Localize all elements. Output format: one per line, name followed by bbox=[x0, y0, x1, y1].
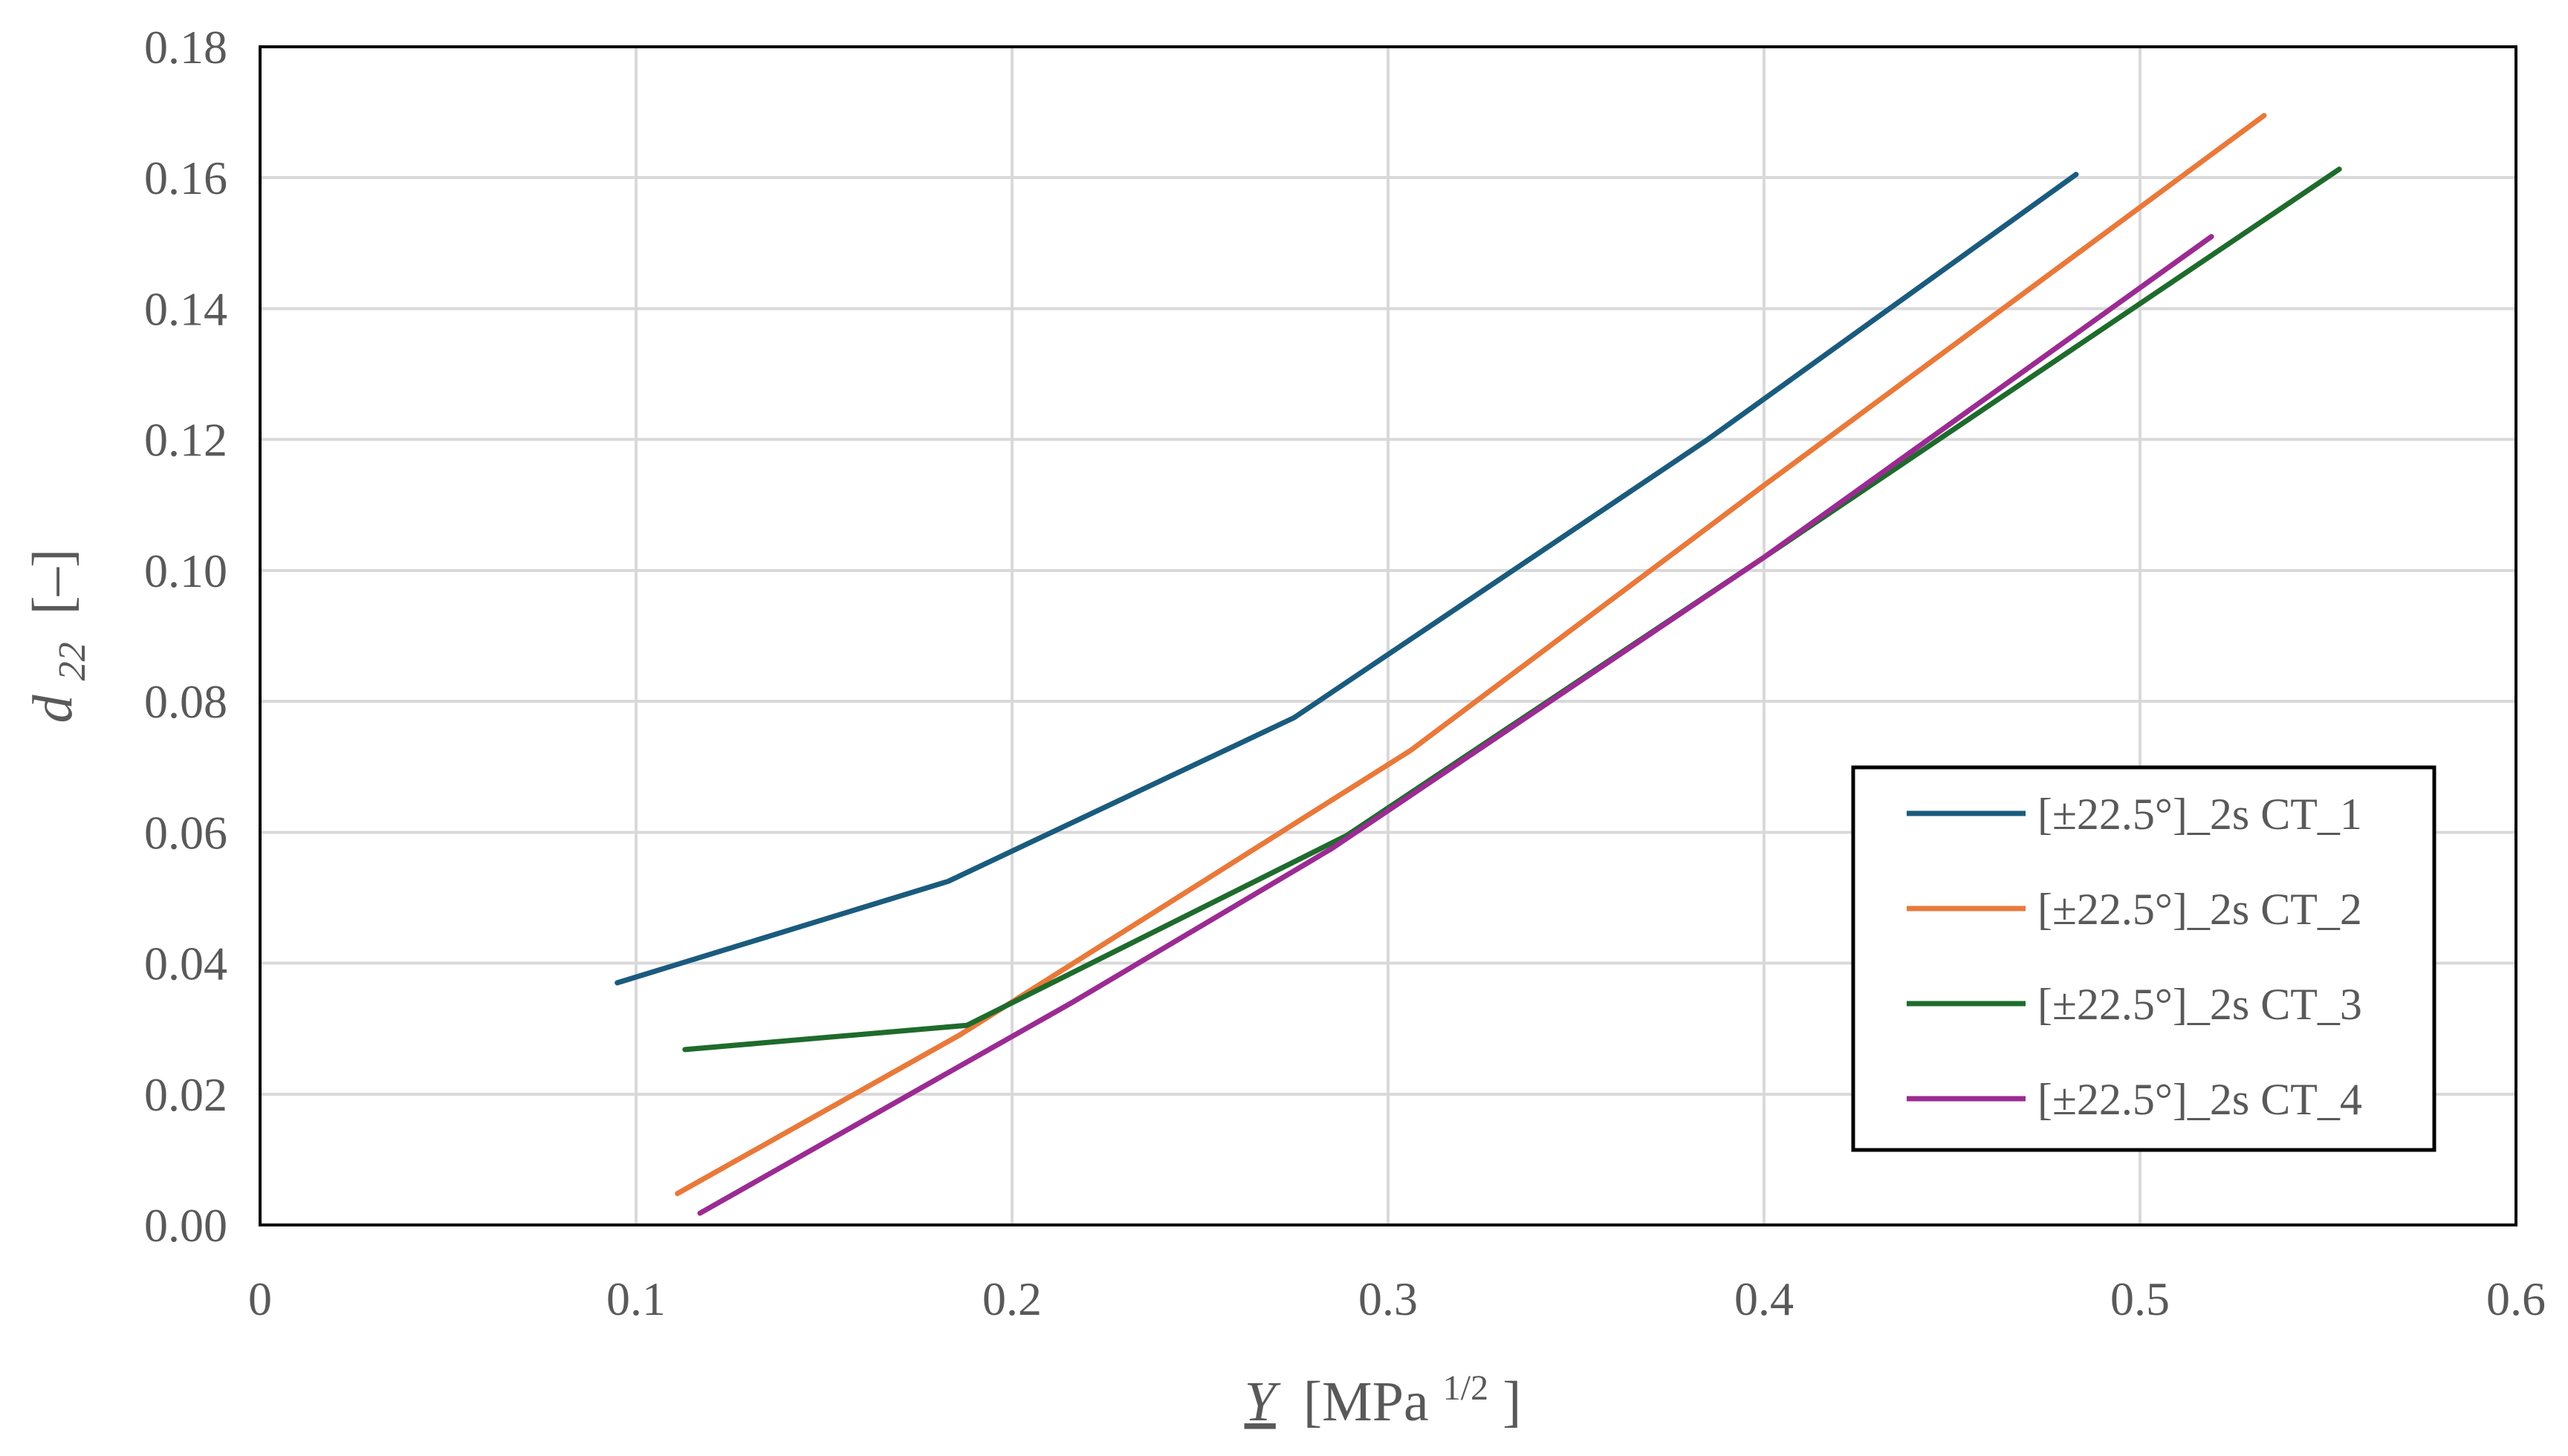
y-tick-label: 0.08 bbox=[144, 675, 227, 728]
x-tick-labels: 0 0.1 0.2 0.3 0.4 0.5 0.6 bbox=[248, 1273, 2546, 1325]
y-tick-label: 0.18 bbox=[144, 21, 227, 74]
legend-label-ct-2: [±22.5°]_2s CT_2 bbox=[2037, 885, 2362, 934]
y-tick-label: 0.02 bbox=[144, 1068, 227, 1121]
y-tick-label: 0.00 bbox=[144, 1199, 227, 1252]
y-tick-label: 0.06 bbox=[144, 806, 227, 859]
y-tick-label: 0.10 bbox=[144, 545, 227, 597]
x-axis-title: Y [MPa 1/2 ] bbox=[1245, 1350, 1522, 1433]
series-line-ct-1 bbox=[615, 172, 2079, 986]
y-axis-title: d 22 [–] bbox=[22, 549, 97, 724]
y-tick-label: 0.04 bbox=[144, 937, 227, 990]
y-axis-symbol: d bbox=[22, 694, 84, 723]
x-tick-label: 0.2 bbox=[982, 1273, 1042, 1325]
y-tick-label: 0.16 bbox=[144, 152, 227, 204]
x-axis-unit-prefix: [MPa bbox=[1303, 1371, 1429, 1433]
gridlines bbox=[260, 47, 2516, 1225]
x-tick-label: 0.5 bbox=[2110, 1273, 2170, 1325]
y-axis-unit: [–] bbox=[22, 549, 84, 615]
legend-label-ct-4: [±22.5°]_2s CT_4 bbox=[2037, 1075, 2362, 1124]
legend: [±22.5°]_2s CT_1 [±22.5°]_2s CT_2 [±22.5°]… bbox=[1851, 765, 2436, 1152]
y-axis-subscript: 22 bbox=[51, 642, 94, 680]
x-tick-label: 0 bbox=[248, 1273, 272, 1325]
legend-box bbox=[1851, 765, 2436, 1152]
y-tick-label: 0.12 bbox=[144, 414, 227, 467]
x-axis-unit-suffix: ] bbox=[1502, 1371, 1521, 1433]
legend-label-ct-3: [±22.5°]_2s CT_3 bbox=[2037, 980, 2362, 1029]
x-tick-label: 0.3 bbox=[1358, 1273, 1418, 1325]
series-lines bbox=[615, 113, 2342, 1216]
x-axis-unit-exponent: 1/2 bbox=[1443, 1368, 1488, 1408]
series-line-ct-2 bbox=[675, 113, 2267, 1197]
legend-label-ct-1: [±22.5°]_2s CT_1 bbox=[2037, 790, 2362, 839]
plot-area-frame bbox=[259, 45, 2517, 1226]
x-tick-label: 0.1 bbox=[606, 1273, 666, 1325]
y-tick-label: 0.14 bbox=[144, 282, 227, 335]
x-tick-label: 0.4 bbox=[1734, 1273, 1794, 1325]
series-line-ct-4 bbox=[697, 234, 2214, 1216]
y-tick-labels: 0.00 0.02 0.04 0.06 0.08 0.10 0.12 0.14 0.16 0.18 bbox=[144, 21, 227, 1252]
x-tick-label: 0.6 bbox=[2486, 1273, 2546, 1325]
x-axis-symbol: Y bbox=[1245, 1371, 1282, 1433]
